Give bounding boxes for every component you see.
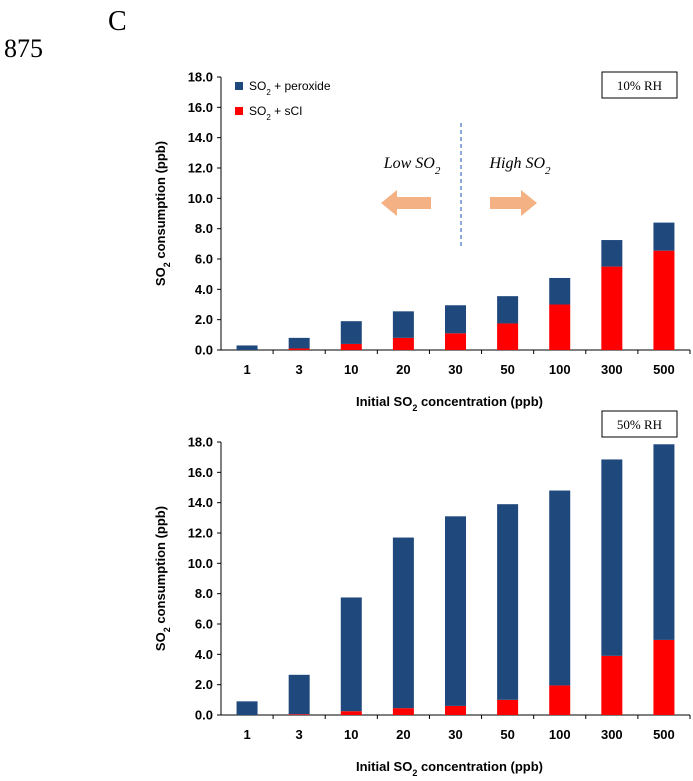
x-tick-label: 500 [653, 362, 675, 377]
y-tick-label: 0.0 [195, 343, 213, 358]
bar-sci [653, 250, 675, 350]
panel-letter: C [108, 6, 127, 37]
y-axis-title: SO2 consumption (ppb) [153, 506, 172, 651]
x-tick-label: 3 [296, 362, 303, 377]
bar-sci [392, 337, 414, 350]
rh-box [601, 410, 678, 438]
bar-peroxide [236, 345, 258, 350]
y-tick-label: 6.0 [195, 252, 213, 267]
chart-panel-2: 0.0 2.0 4.0 6.0 8.0 10.0 12.0 14.0 16.0 18.0 1 3 10 2… [153, 410, 691, 778]
bar-sci [497, 699, 519, 715]
y-tick-label: 6.0 [195, 617, 213, 632]
x-tick-label: 10 [344, 727, 358, 742]
y-tick-label: 10.0 [188, 191, 213, 206]
bar-sci [445, 333, 466, 350]
legend-swatch [235, 107, 243, 115]
x-tick-label: 20 [396, 727, 410, 742]
bar-sci [288, 348, 310, 350]
bar-peroxide [340, 321, 362, 344]
x-tick-label: 3 [296, 727, 303, 742]
rh-box [601, 71, 678, 99]
y-tick-label: 18.0 [188, 435, 213, 450]
x-tick-label: 50 [500, 362, 514, 377]
bar-peroxide [236, 701, 258, 715]
x-tick-label: 100 [549, 362, 571, 377]
x-tick-label: 30 [448, 362, 462, 377]
x-tick-label: 10 [344, 362, 358, 377]
high-so2-label: High SO2 [488, 155, 551, 177]
y-tick-label: 2.0 [195, 677, 213, 692]
bar-sci [340, 343, 362, 350]
x-tick-label: 300 [601, 362, 623, 377]
bar-peroxide [549, 490, 571, 686]
y-tick-label: 18.0 [188, 70, 213, 85]
legend-label: SO2 + peroxide [249, 79, 331, 97]
bar-peroxide [288, 337, 310, 349]
line-number: 875 [4, 34, 43, 63]
bar-peroxide [549, 277, 571, 305]
y-tick-label: 0.0 [195, 708, 213, 723]
bar-peroxide [445, 516, 466, 706]
bar-sci [549, 304, 571, 350]
y-tick-label: 14.0 [188, 495, 213, 510]
x-tick-label: 50 [500, 727, 514, 742]
y-tick-label: 10.0 [188, 556, 213, 571]
x-axis-title: Initial SO2 concentration (ppb) [356, 759, 543, 778]
y-tick-label: 12.0 [188, 161, 213, 176]
bar-sci [497, 323, 519, 350]
bar-peroxide [601, 240, 623, 267]
y-axis-title: SO2 consumption (ppb) [153, 141, 172, 286]
x-tick-label: 300 [601, 727, 623, 742]
x-tick-label: 20 [396, 362, 410, 377]
y-tick-label: 2.0 [195, 312, 213, 327]
y-tick-label: 4.0 [195, 282, 213, 297]
bar-peroxide [288, 674, 310, 715]
bar-sci [445, 705, 466, 715]
bar-sci [549, 685, 571, 715]
right-arrow-icon [490, 190, 537, 216]
y-tick-label: 4.0 [195, 647, 213, 662]
bar-sci [340, 711, 362, 715]
legend-label: SO2 + sCI [249, 104, 302, 122]
y-tick-label: 16.0 [188, 100, 213, 115]
y-tick-label: 12.0 [188, 526, 213, 541]
x-tick-label: 100 [549, 727, 571, 742]
x-tick-label: 1 [243, 727, 250, 742]
bar-peroxide [601, 459, 623, 656]
y-tick-label: 8.0 [195, 586, 213, 601]
bar-peroxide [445, 305, 466, 334]
bar-peroxide [497, 296, 519, 324]
rh-label: 50% RH [617, 417, 662, 432]
x-axis-title: Initial SO2 concentration (ppb) [356, 394, 543, 413]
bar-peroxide [392, 311, 414, 338]
chart-panel-1: 0.0 2.0 4.0 6.0 8.0 10.0 12.0 14.0 16.0 18.0 1 3 10 2… [153, 70, 691, 413]
rh-label: 10% RH [617, 78, 662, 93]
y-tick-label: 8.0 [195, 221, 213, 236]
low-so2-label: Low SO2 [383, 155, 441, 177]
legend-swatch [235, 82, 243, 90]
bar-peroxide [653, 222, 675, 251]
y-tick-label: 14.0 [188, 130, 213, 145]
x-tick-label: 30 [448, 727, 462, 742]
left-arrow-icon [381, 190, 431, 216]
x-tick-label: 500 [653, 727, 675, 742]
x-tick-label: 1 [243, 362, 250, 377]
y-tick-label: 16.0 [188, 465, 213, 480]
bar-sci [653, 639, 675, 715]
bar-peroxide [497, 504, 519, 700]
bar-sci [288, 714, 310, 715]
low-high-annotation: Low SO2 High SO2 [381, 123, 551, 246]
bar-peroxide [340, 597, 362, 712]
bar-sci [601, 266, 623, 350]
bar-sci [601, 655, 623, 715]
bar-peroxide [653, 444, 675, 640]
bar-peroxide [392, 537, 414, 709]
bar-sci [392, 708, 414, 715]
